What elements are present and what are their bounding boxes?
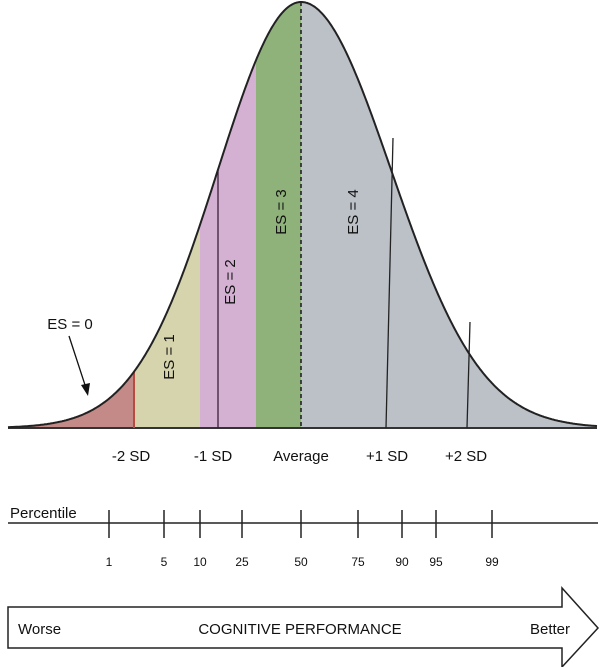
percentile-tick-label: 5 [161,555,168,569]
bell-curve [7,0,598,429]
percentile-tick-label: 75 [351,555,365,569]
region-fills [8,2,597,428]
percentile-tick-label: 90 [395,555,409,569]
percentile-tick-label: 1 [106,555,113,569]
es4-region [301,2,597,428]
plus-2-sd-line [466,321,471,429]
percentile-tick-label: 50 [294,555,308,569]
arrow-better-label: Better [530,621,570,638]
percentile-ticks: 1 5 10 25 50 75 90 95 99 [106,510,499,569]
percentile-tick-label: 99 [485,555,499,569]
percentile-tick-label: 25 [235,555,249,569]
arrow-center-label: COGNITIVE PERFORMANCE [198,621,401,638]
arrow-worse-label: Worse [18,621,61,638]
es0-pointer-arrowhead [81,383,90,396]
sd-label-minus-2: -2 SD [112,448,151,465]
es0-label: ES = 0 [47,316,92,333]
percentile-title: Percentile [10,505,77,522]
sd-label-plus-1: +1 SD [366,448,408,465]
sd-label-plus-2: +2 SD [445,448,487,465]
es2-region [200,60,256,428]
es3-label: ES = 3 [273,189,290,234]
performance-arrow [7,586,600,667]
es0-pointer-line [68,335,87,389]
es3-region [256,2,301,428]
es1-label: ES = 1 [161,334,178,379]
sd-label-minus-1: -1 SD [194,448,233,465]
percentile-tick-label: 10 [193,555,207,569]
plus-1-sd-line [385,137,394,429]
es4-label: ES = 4 [345,189,362,234]
percentile-tick-label: 95 [429,555,443,569]
es2-label: ES = 2 [222,259,239,304]
sd-label-average: Average [273,448,329,465]
es0-region [8,371,134,428]
es1-region [134,224,200,428]
